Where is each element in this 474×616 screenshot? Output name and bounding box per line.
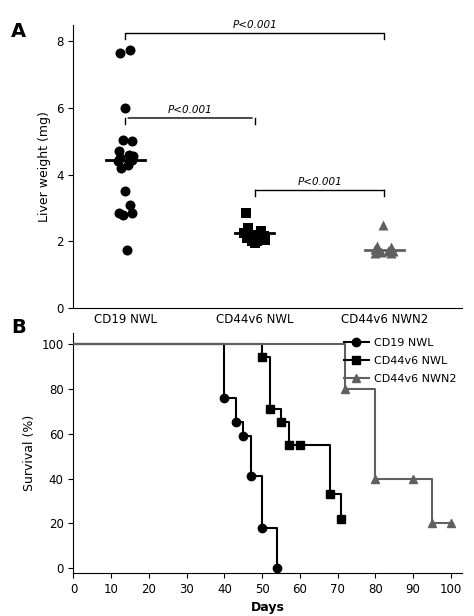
Point: [387, 243, 395, 253]
Point: [121, 187, 129, 197]
Point: [262, 235, 269, 245]
Point: [251, 238, 259, 248]
Point: [128, 155, 136, 164]
Point: [379, 220, 387, 230]
Point: [121, 103, 129, 113]
Point: [254, 237, 261, 246]
Point: [123, 245, 130, 254]
Point: [126, 150, 133, 160]
Point: [373, 241, 381, 251]
Text: P<0.001: P<0.001: [168, 105, 212, 115]
Point: [255, 235, 263, 245]
Text: B: B: [11, 318, 26, 337]
Text: P<0.001: P<0.001: [232, 20, 277, 30]
Point: [390, 246, 397, 256]
Text: P<0.001: P<0.001: [297, 177, 342, 187]
X-axis label: Days: Days: [251, 601, 285, 614]
Y-axis label: Survival (%): Survival (%): [23, 415, 36, 491]
Point: [256, 230, 264, 240]
Point: [387, 248, 395, 258]
Point: [115, 147, 123, 156]
Y-axis label: Liver weight (mg): Liver weight (mg): [38, 111, 51, 222]
Point: [127, 200, 134, 209]
Point: [372, 244, 379, 254]
Point: [128, 208, 136, 218]
Point: [242, 208, 250, 218]
Point: [119, 135, 127, 145]
Point: [259, 233, 266, 243]
Point: [245, 223, 252, 233]
Point: [372, 248, 379, 258]
Point: [128, 136, 136, 146]
Point: [127, 45, 134, 55]
Point: [377, 247, 384, 257]
Text: A: A: [11, 22, 27, 41]
Point: [241, 228, 248, 238]
Point: [114, 156, 121, 166]
Point: [374, 246, 382, 256]
Point: [243, 233, 251, 243]
Legend: CD19 NWL, CD44v6 NWL, CD44v6 NWN2: CD19 NWL, CD44v6 NWL, CD44v6 NWN2: [344, 338, 456, 384]
Point: [384, 246, 392, 256]
Point: [116, 153, 124, 163]
Point: [129, 152, 137, 161]
Point: [257, 227, 265, 237]
Point: [124, 160, 132, 169]
Point: [116, 48, 124, 58]
Point: [388, 245, 396, 254]
Point: [247, 232, 255, 241]
Point: [248, 237, 256, 246]
Point: [118, 163, 125, 173]
Point: [119, 209, 127, 219]
Point: [115, 208, 123, 218]
Point: [246, 230, 254, 240]
Point: [260, 232, 268, 241]
